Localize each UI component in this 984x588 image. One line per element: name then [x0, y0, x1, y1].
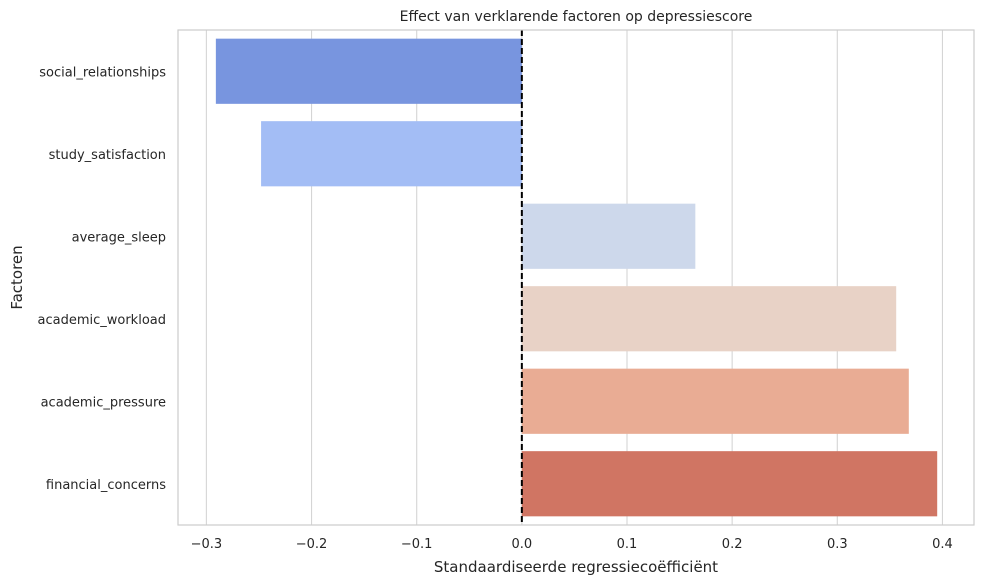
x-tick-label: 0.1: [617, 537, 638, 552]
plot-frame: [177, 29, 975, 526]
y-tick-label: study_satisfaction: [49, 148, 166, 163]
x-tick-label: −0.3: [191, 537, 223, 552]
bar-layer: [215, 38, 938, 517]
bar-academic-pressure: [521, 368, 909, 434]
x-tick-label: 0.0: [512, 537, 533, 552]
x-tick-label: −0.2: [296, 537, 328, 552]
grid-layer: [205, 30, 944, 525]
x-tick-label: 0.2: [722, 537, 743, 552]
y-tick-label: academic_pressure: [41, 395, 166, 410]
x-tick-label: −0.1: [401, 537, 433, 552]
y-tick-label: financial_concerns: [46, 478, 166, 493]
y-tick-labels: social_relationships study_satisfactionav…: [38, 65, 167, 493]
x-axis-label: Standaardiseerde regressiecoëfficiënt: [434, 558, 718, 576]
x-tick-label: 0.4: [932, 537, 953, 552]
bar-social-relationships: [215, 38, 522, 104]
x-tick-labels: −0.3 −0.2 −0.1 0.0 0.1 0.2 0.3 0.4: [191, 537, 953, 552]
bar-study-satisfaction: [261, 121, 522, 187]
y-tick-label: average_sleep: [72, 230, 166, 245]
chart-title: Effect van verklarende factoren op depre…: [400, 9, 753, 25]
y-tick-label: social_relationships: [39, 65, 166, 80]
bar-financial-concerns: [521, 451, 938, 517]
x-tick-label: 0.3: [827, 537, 848, 552]
bar-average-sleep: [521, 203, 696, 269]
bar-academic-workload: [521, 286, 897, 352]
y-tick-label: academic_workload: [38, 313, 167, 328]
y-axis-label: Factoren: [8, 245, 26, 309]
